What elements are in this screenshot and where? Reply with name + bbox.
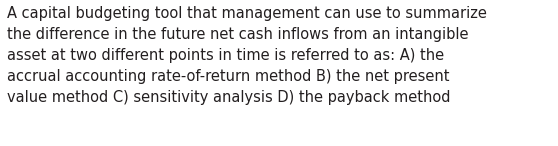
Text: A capital budgeting tool that management can use to summarize
the difference in : A capital budgeting tool that management…: [7, 6, 487, 105]
